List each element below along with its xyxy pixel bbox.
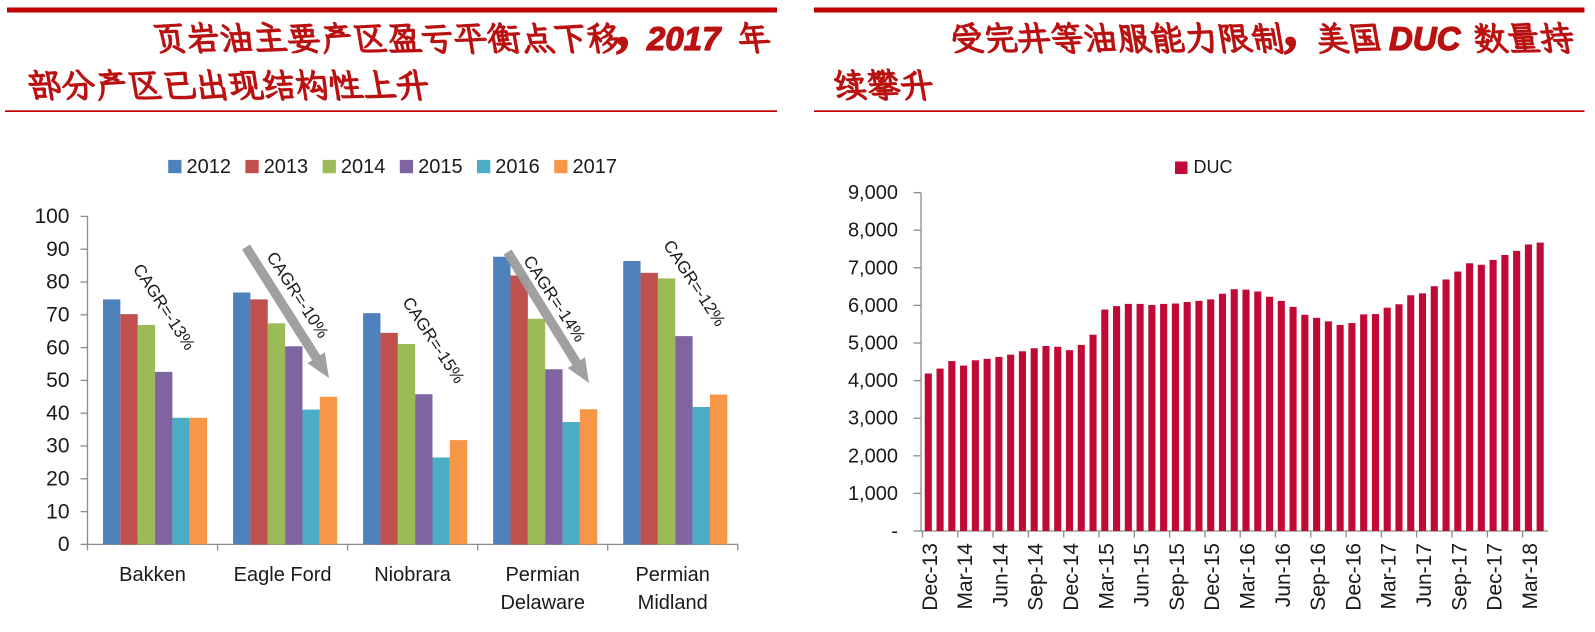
svg-text:Sep-15: Sep-15 [1166,543,1189,611]
svg-text:2017: 2017 [573,156,618,178]
svg-text:30: 30 [46,435,69,458]
svg-text:2014: 2014 [341,156,386,178]
svg-text:2015: 2015 [418,156,463,178]
svg-text:Sep-17: Sep-17 [1448,543,1471,611]
svg-text:Jun-14: Jun-14 [989,543,1012,608]
svg-text:Mar-16: Mar-16 [1237,543,1260,610]
svg-text:90: 90 [46,238,69,261]
svg-text:Sep-16: Sep-16 [1307,543,1330,611]
svg-text:2,000: 2,000 [848,445,898,467]
svg-text:20: 20 [46,468,69,491]
svg-text:Jun-16: Jun-16 [1272,543,1295,607]
svg-text:Mar-15: Mar-15 [1095,543,1118,610]
svg-text:8,000: 8,000 [848,220,898,242]
svg-text:6,000: 6,000 [848,295,898,317]
svg-text:2013: 2013 [264,156,309,178]
svg-text:Permian: Permian [505,564,579,586]
svg-text:2016: 2016 [495,156,540,178]
svg-text:Niobrara: Niobrara [374,564,452,586]
svg-text:9,000: 9,000 [848,182,898,204]
svg-text:Eagle Ford: Eagle Ford [234,564,332,586]
svg-text:4,000: 4,000 [848,370,898,392]
svg-text:2012: 2012 [187,156,232,178]
svg-text:1,000: 1,000 [848,483,898,505]
svg-text:DUC: DUC [1194,157,1233,177]
svg-text:60: 60 [46,336,69,359]
svg-text:Sep-14: Sep-14 [1025,543,1048,611]
svg-text:40: 40 [46,402,69,425]
svg-text:50: 50 [46,369,69,392]
svg-text:10: 10 [46,500,69,523]
svg-text:Dec-15: Dec-15 [1201,543,1224,611]
svg-text:Delaware: Delaware [500,592,584,614]
svg-text:Bakken: Bakken [119,564,186,586]
svg-text:Dec-13: Dec-13 [919,543,942,611]
svg-text:5,000: 5,000 [848,333,898,355]
svg-text:Jun-15: Jun-15 [1131,543,1154,607]
svg-text:80: 80 [46,271,69,294]
svg-text:Mar-18: Mar-18 [1519,543,1542,610]
svg-text:0: 0 [58,533,70,556]
svg-text:Mar-14: Mar-14 [954,543,977,610]
svg-text:7,000: 7,000 [848,257,898,279]
svg-text:Midland: Midland [638,592,708,614]
svg-text:Permian: Permian [635,564,709,586]
svg-text:Dec-17: Dec-17 [1484,543,1507,611]
svg-text:70: 70 [46,304,69,327]
svg-text:Mar-17: Mar-17 [1378,543,1401,610]
svg-text:3,000: 3,000 [848,408,898,430]
svg-text:100: 100 [34,205,69,228]
svg-text:Dec-16: Dec-16 [1342,543,1365,611]
svg-text:Dec-14: Dec-14 [1060,543,1083,611]
svg-text:Jun-17: Jun-17 [1413,543,1436,607]
svg-text:-: - [891,521,898,543]
